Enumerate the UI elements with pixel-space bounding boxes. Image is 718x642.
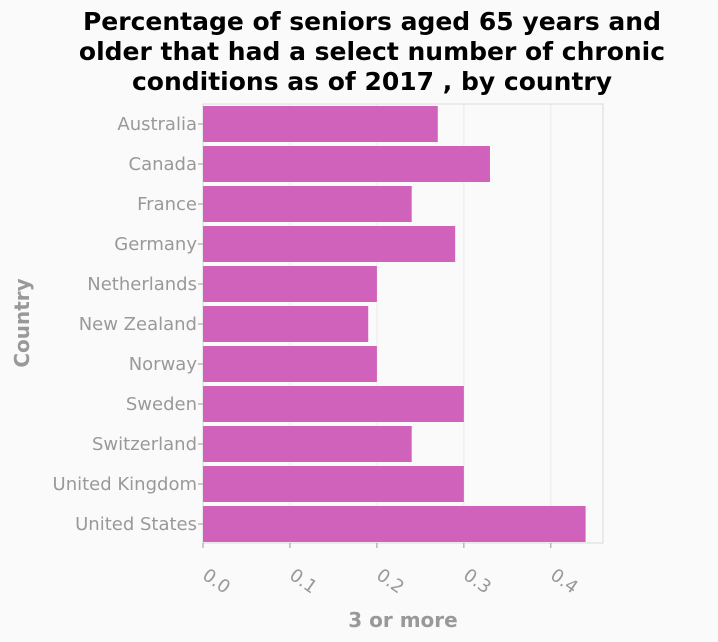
y-axis-label: Country	[10, 278, 34, 367]
x-tick-labels: 0.0 0.1 0.2 0.3 0.4	[198, 543, 582, 599]
y-tick-label: United States	[75, 514, 197, 535]
y-tick-label: Switzerland	[92, 434, 197, 455]
y-tick-label: Germany	[114, 234, 197, 255]
bars	[203, 106, 586, 542]
bar-france	[203, 186, 412, 222]
y-tick-label: Canada	[129, 154, 198, 175]
x-tick-label: 0.3	[459, 565, 495, 599]
x-tick-label: 0.4	[546, 565, 582, 599]
y-tick-label: Sweden	[126, 394, 197, 415]
bar-united-kingdom	[203, 466, 464, 502]
chart-title-line-2: older that had a select number of chroni…	[79, 37, 665, 66]
bar-australia	[203, 106, 438, 142]
chart-title-line-3: conditions as of 2017 , by country	[132, 67, 612, 96]
y-tick-label: Netherlands	[87, 274, 197, 295]
bar-norway	[203, 346, 377, 382]
chart-title-line-1: Percentage of seniors aged 65 years and	[83, 7, 661, 36]
x-tick-label: 0.1	[285, 565, 321, 599]
chart-title: Percentage of seniors aged 65 years and …	[79, 7, 665, 96]
bar-canada	[203, 146, 490, 182]
y-tick-label: Australia	[117, 114, 197, 135]
x-axis-label: 3 or more	[348, 608, 457, 632]
y-tick-label: New Zealand	[79, 314, 197, 335]
y-tick-labels: Australia Canada France Germany Netherlands N…	[53, 114, 203, 535]
y-tick-label: United Kingdom	[53, 474, 197, 495]
bar-netherlands	[203, 266, 377, 302]
bar-switzerland	[203, 426, 412, 462]
bar-sweden	[203, 386, 464, 422]
bar-new-zealand	[203, 306, 369, 342]
y-tick-label: France	[137, 194, 197, 215]
bar-united-states	[203, 506, 586, 542]
x-tick-label: 0.0	[198, 565, 234, 599]
x-tick-label: 0.2	[372, 565, 408, 599]
y-tick-label: Norway	[129, 354, 198, 375]
bar-germany	[203, 226, 456, 262]
